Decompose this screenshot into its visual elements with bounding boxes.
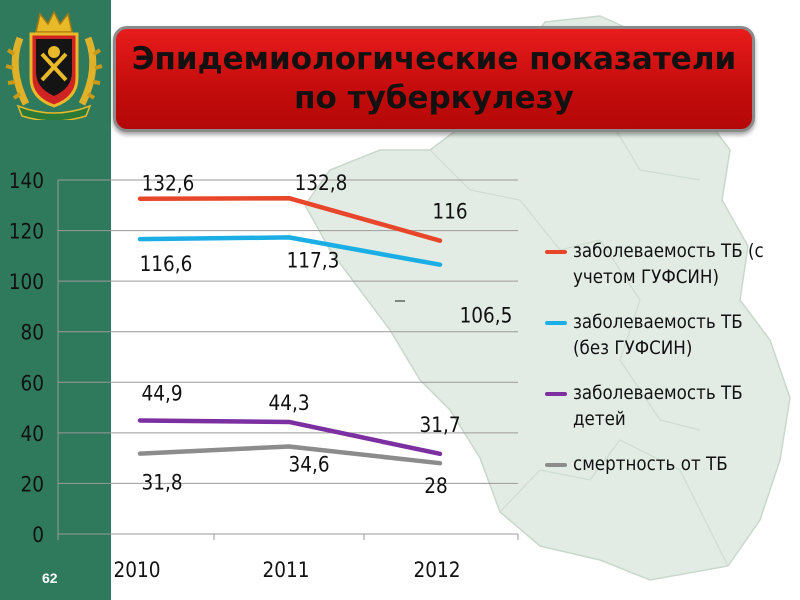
data-label: 34,6 — [288, 452, 329, 476]
series-line — [137, 444, 443, 466]
legend-item: смертность от ТБ — [545, 451, 800, 477]
data-label: 132,8 — [295, 171, 348, 195]
data-label: 116,6 — [140, 252, 193, 276]
series-line — [137, 195, 443, 243]
legend-swatch — [545, 463, 567, 467]
data-label: 44,3 — [268, 391, 309, 415]
y-tick-label: 120 — [9, 219, 44, 243]
legend-label: заболеваемость ТБ детей — [573, 382, 743, 430]
y-tick-label: 40 — [20, 422, 44, 446]
legend-item: заболеваемость ТБ (с учетом ГУФСИН) — [545, 238, 800, 290]
x-tick-label: 2011 — [262, 558, 309, 582]
legend-label: заболеваемость ТБ (без ГУФСИН) — [573, 311, 743, 359]
data-label: 31,7 — [419, 413, 460, 437]
data-label: 44,9 — [141, 381, 182, 405]
y-tick-label: 100 — [9, 270, 44, 294]
y-tick-label: 80 — [20, 321, 44, 345]
coat-of-arms-emblem — [5, 10, 103, 120]
data-label: 117,3 — [287, 248, 340, 272]
data-label: 106,5 — [460, 304, 513, 328]
map-border-line — [499, 439, 729, 567]
x-tick-label: 2012 — [413, 558, 460, 582]
data-label: 31,8 — [141, 470, 182, 494]
map-border-line — [429, 149, 701, 431]
legend-label: смертность от ТБ — [573, 453, 728, 475]
y-tick-label: 60 — [20, 371, 44, 395]
legend-swatch — [545, 321, 567, 325]
chart-legend: заболеваемость ТБ (с учетом ГУФСИН) забол… — [545, 238, 800, 496]
data-label: 132,6 — [142, 172, 195, 196]
legend-label: заболеваемость ТБ (с учетом ГУФСИН) — [573, 240, 764, 288]
y-tick-label: 140 — [9, 169, 44, 193]
x-tick-label: 2010 — [113, 558, 160, 582]
legend-swatch — [545, 250, 567, 254]
y-tick-label: 0 — [32, 523, 44, 547]
legend-swatch — [545, 392, 567, 396]
legend-item: заболеваемость ТБ детей — [545, 380, 800, 432]
sidebar-band: 62 — [0, 0, 111, 600]
series-line — [137, 418, 443, 457]
series-line — [137, 235, 443, 267]
data-label: 116 — [432, 200, 467, 224]
data-label: 28 — [424, 474, 448, 498]
y-tick-label: 20 — [20, 472, 44, 496]
legend-item: заболеваемость ТБ (без ГУФСИН) — [545, 309, 800, 361]
slide-title: Эпидемиологические показатели по туберку… — [131, 41, 737, 116]
page-number: 62 — [42, 570, 58, 586]
title-banner: Эпидемиологические показатели по туберку… — [113, 26, 755, 132]
